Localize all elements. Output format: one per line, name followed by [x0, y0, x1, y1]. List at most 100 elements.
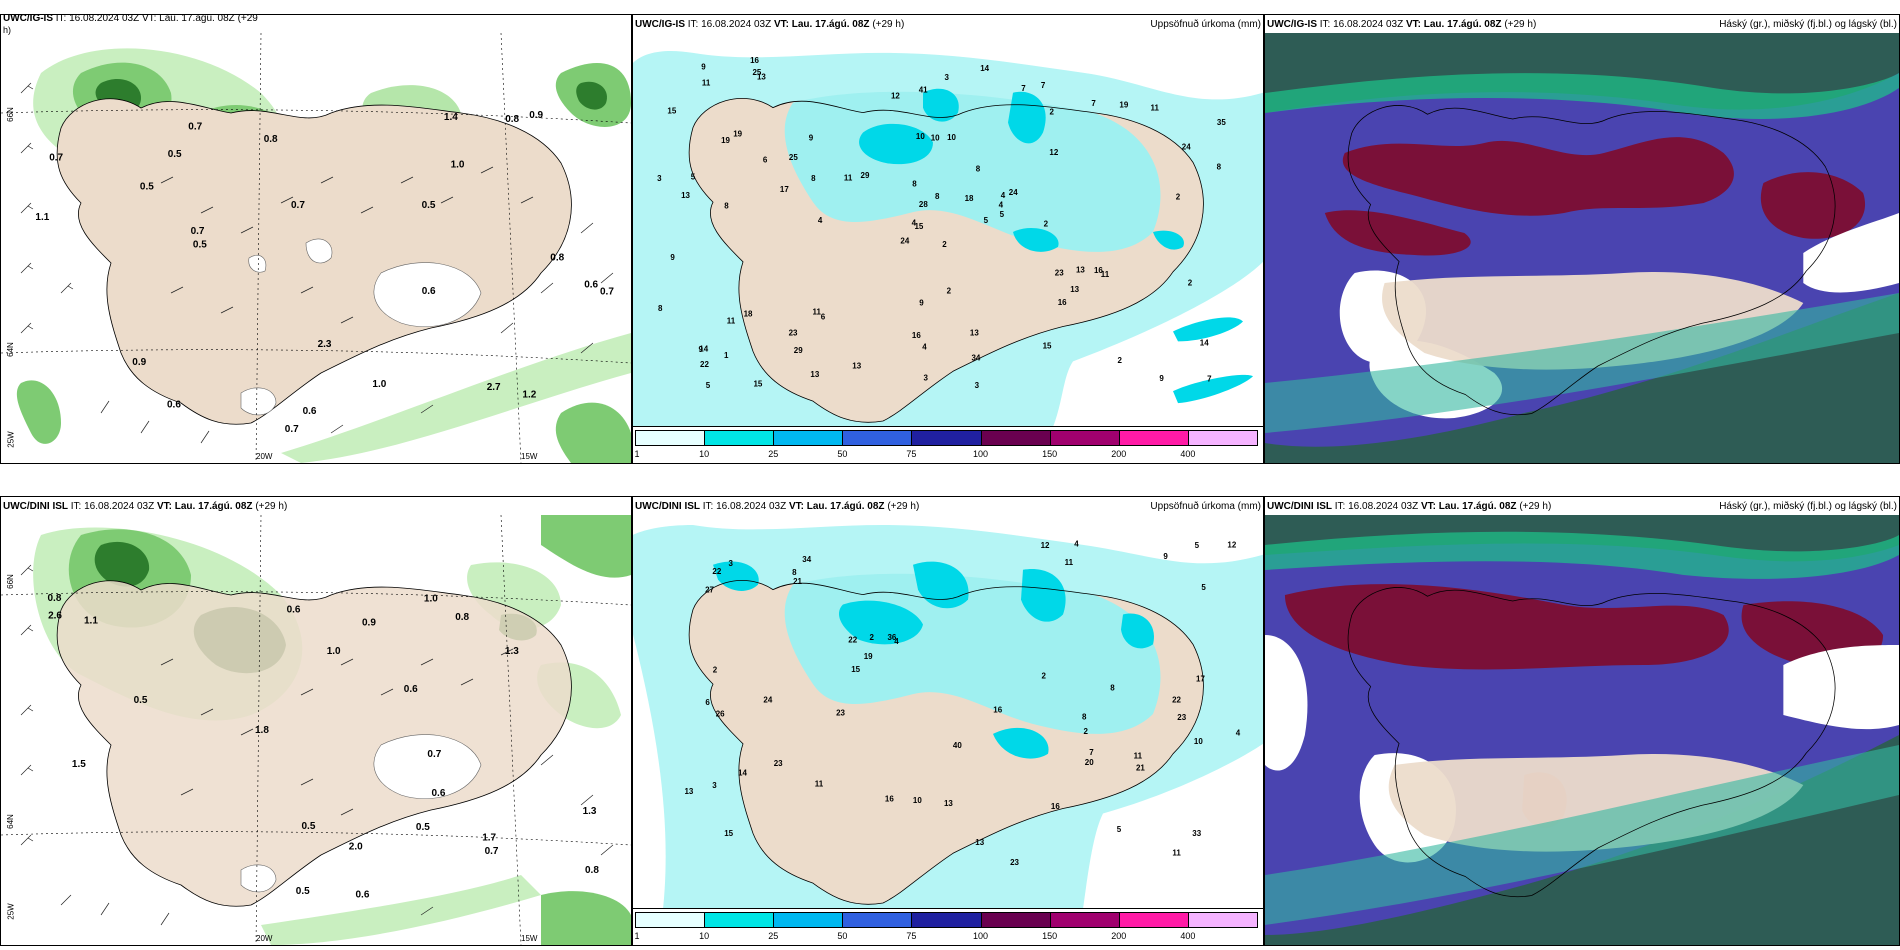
value-label: 15	[754, 380, 763, 389]
value-label: 11	[813, 308, 822, 317]
value-label: 5	[1000, 210, 1005, 219]
value-label: 10	[1194, 737, 1203, 746]
colorbar-label: 150	[1042, 449, 1058, 459]
value-label: 23	[1010, 858, 1019, 867]
value-label: 11	[1151, 104, 1160, 113]
colorbar-swatch	[1049, 430, 1120, 446]
value-label: 27	[705, 586, 714, 595]
value-label: 13	[685, 787, 694, 796]
colorbar-swatch	[635, 912, 706, 928]
value-label: 0.8	[455, 612, 469, 623]
colorbar-label: 25	[768, 449, 779, 459]
value-label: 15	[851, 665, 860, 674]
value-label: 15	[915, 222, 924, 231]
value-label: 0.5	[422, 200, 436, 211]
value-label: 14	[738, 768, 747, 777]
panel-ig-precip: UWC/IG-IS IT: 16.08.2024 03Z VT: Lau. 17…	[632, 14, 1264, 464]
value-label: 8	[792, 568, 797, 577]
colorbar-swatch	[1187, 430, 1258, 446]
value-label: 8	[935, 192, 940, 201]
wind-map-svg: 1.0 0.7 0.8 1.3 0.5 0.6 0.6 1.0 0.5 1.5 1.7 0.9 0.7 1…	[1, 515, 631, 945]
value-label: 4	[1001, 191, 1006, 200]
value-label: 9	[701, 63, 706, 72]
value-label: 26	[716, 709, 725, 718]
colorbar-label: 200	[1111, 449, 1127, 459]
value-label: 34	[972, 353, 981, 362]
value-label: 7	[1091, 99, 1096, 108]
lon-label-15: 15W	[521, 452, 538, 461]
value-label: 23	[1177, 713, 1186, 722]
value-label: 7	[1089, 748, 1094, 757]
value-label: 8	[658, 304, 663, 313]
colorbar-swatch	[773, 430, 844, 446]
colorbar-label: 400	[1180, 931, 1196, 941]
value-label: 8	[724, 202, 729, 211]
wind-map: 0.7 0.5 0.5 0.6 0.8 0.7 0.6 0.5 0.9 0.7 0.6 0.7 1.0 0…	[1, 33, 631, 463]
value-label: 5	[1117, 825, 1122, 834]
value-label: 0.7	[285, 424, 299, 435]
value-label: 14	[1200, 338, 1209, 347]
value-label: 36	[888, 633, 897, 642]
colorbar-label: 100	[973, 931, 989, 941]
value-label: 9	[1163, 552, 1168, 561]
value-label: 22	[712, 567, 721, 576]
value-label: 5	[984, 216, 989, 225]
value-label: 9	[699, 345, 704, 354]
colorbar-label: 400	[1180, 449, 1196, 459]
value-label: 3	[657, 174, 662, 183]
colorbar-swatch	[842, 430, 913, 446]
value-label: 0.9	[132, 357, 146, 368]
value-label: 0.7	[291, 200, 305, 211]
value-label: 0.6	[303, 406, 317, 417]
value-label: 19	[1119, 101, 1128, 110]
value-label: 15	[724, 829, 733, 838]
lon-label-20: 20W	[256, 452, 273, 461]
value-label: 1.0	[327, 646, 341, 657]
value-label: 11	[1134, 752, 1143, 761]
value-label: 2	[713, 666, 718, 675]
cloud-map	[1265, 515, 1899, 945]
value-label: 18	[965, 194, 974, 203]
value-label: 20	[1085, 758, 1094, 767]
value-label: 9	[670, 253, 675, 262]
value-label: 14	[980, 64, 989, 73]
value-label: 22	[848, 635, 857, 644]
value-label: 10	[916, 132, 925, 141]
lon-label-20: 20W	[256, 934, 273, 943]
value-label: 24	[1009, 188, 1018, 197]
value-label: 19	[721, 136, 730, 145]
value-label: 9	[919, 298, 924, 307]
value-label: 2	[1042, 671, 1047, 680]
value-label: 0.7	[49, 153, 63, 164]
value-label: 1.8	[255, 725, 269, 736]
value-label: 8	[1110, 683, 1115, 692]
value-label: 7	[1207, 374, 1212, 383]
value-label: 2	[1050, 108, 1055, 117]
value-label: 2.0	[349, 842, 363, 853]
panel-title: UWC/IG-IS IT: 16.08.2024 03Z VT: Lau. 17…	[3, 14, 258, 24]
panel-title: UWC/DINI ISL IT: 16.08.2024 03Z VT: Lau.…	[3, 501, 288, 512]
value-label: 6	[705, 698, 710, 707]
value-label: 13	[1070, 285, 1079, 294]
colorbar-label: 25	[768, 931, 779, 941]
value-label: 1.0	[451, 160, 465, 171]
colorbar-swatch	[911, 912, 982, 928]
value-label: 25	[789, 153, 798, 162]
panel-title: UWC/IG-IS IT: 16.08.2024 03Z VT: Lau. 17…	[635, 19, 1261, 30]
value-label: 8	[1082, 712, 1087, 721]
value-label: 40	[953, 741, 962, 750]
value-label: 10	[913, 796, 922, 805]
value-label: 0.6	[287, 605, 301, 616]
value-label: 0.5	[416, 822, 430, 833]
value-label: 13	[975, 838, 984, 847]
value-label: 0.6	[584, 280, 598, 291]
value-label: 2	[1044, 220, 1049, 229]
cloud-map-svg	[1265, 33, 1899, 463]
value-label: 18	[744, 310, 753, 319]
colorbar-swatch	[911, 430, 982, 446]
lat-label-66: 66N	[5, 574, 15, 589]
cloud-map-svg	[1265, 515, 1899, 945]
value-label: 2.7	[487, 382, 501, 393]
lon-label-25: 25W	[6, 431, 16, 448]
value-label: 9	[1159, 374, 1164, 383]
